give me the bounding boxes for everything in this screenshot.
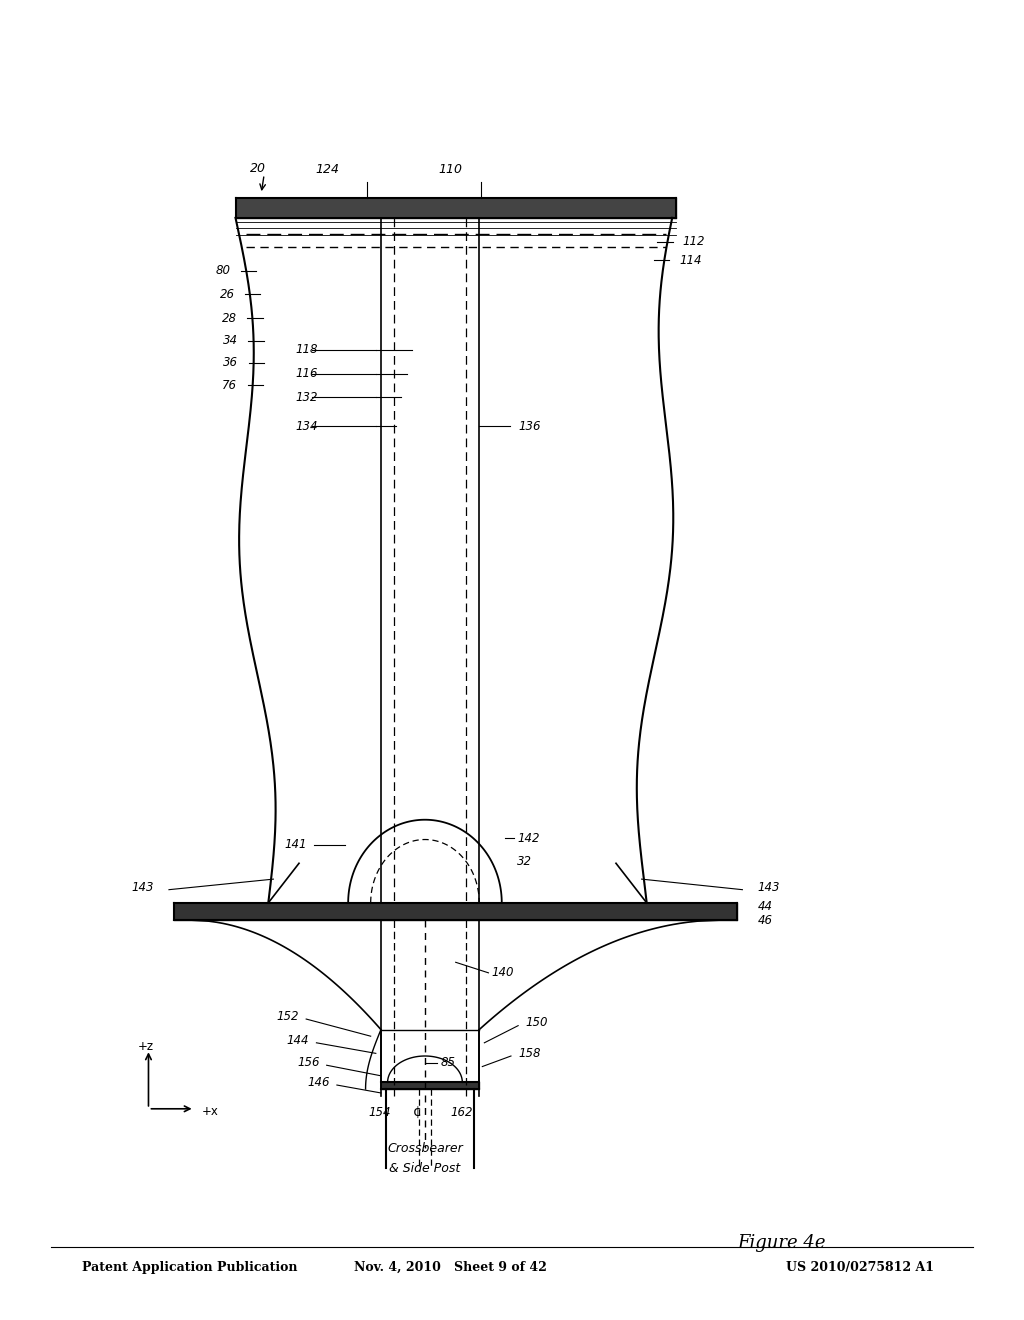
Text: 36: 36 xyxy=(223,356,239,370)
Text: 110: 110 xyxy=(438,162,463,176)
Text: Patent Application Publication: Patent Application Publication xyxy=(82,1261,297,1274)
Text: 142: 142 xyxy=(517,832,540,845)
Text: 146: 146 xyxy=(307,1076,330,1089)
Text: 118: 118 xyxy=(295,343,317,356)
Text: 140: 140 xyxy=(492,966,514,979)
Text: & Side Post: & Side Post xyxy=(389,1162,461,1175)
Text: +x: +x xyxy=(202,1105,218,1118)
Text: 28: 28 xyxy=(222,312,237,325)
Text: 20: 20 xyxy=(250,162,266,176)
Text: 154: 154 xyxy=(369,1106,391,1119)
Text: 76: 76 xyxy=(222,379,238,392)
Text: Figure 4e: Figure 4e xyxy=(737,1234,825,1253)
Text: 162: 162 xyxy=(451,1106,473,1119)
Text: 143: 143 xyxy=(758,880,780,894)
Text: +z: +z xyxy=(137,1040,154,1053)
Text: ¢: ¢ xyxy=(413,1106,421,1119)
Text: 85: 85 xyxy=(440,1056,456,1069)
Text: 134: 134 xyxy=(295,420,317,433)
Text: 112: 112 xyxy=(683,235,706,248)
Text: 34: 34 xyxy=(223,334,239,347)
Text: 141: 141 xyxy=(285,838,307,851)
Text: 144: 144 xyxy=(287,1034,309,1047)
Text: 150: 150 xyxy=(525,1016,548,1030)
Text: 114: 114 xyxy=(680,253,702,267)
Text: 32: 32 xyxy=(517,855,532,867)
Text: 46: 46 xyxy=(758,913,773,927)
Text: 143: 143 xyxy=(131,880,154,894)
Text: 124: 124 xyxy=(315,162,340,176)
Text: 80: 80 xyxy=(216,264,230,277)
Text: 44: 44 xyxy=(758,900,773,913)
Text: 26: 26 xyxy=(219,288,234,301)
Text: 156: 156 xyxy=(297,1056,319,1069)
Text: 116: 116 xyxy=(295,367,317,380)
Text: 136: 136 xyxy=(518,420,541,433)
Text: 158: 158 xyxy=(518,1047,541,1060)
Text: Nov. 4, 2010   Sheet 9 of 42: Nov. 4, 2010 Sheet 9 of 42 xyxy=(354,1261,547,1274)
Text: 152: 152 xyxy=(276,1010,299,1023)
Text: 132: 132 xyxy=(295,391,317,404)
Text: US 2010/0275812 A1: US 2010/0275812 A1 xyxy=(786,1261,934,1274)
Text: Crossbearer: Crossbearer xyxy=(387,1142,463,1155)
